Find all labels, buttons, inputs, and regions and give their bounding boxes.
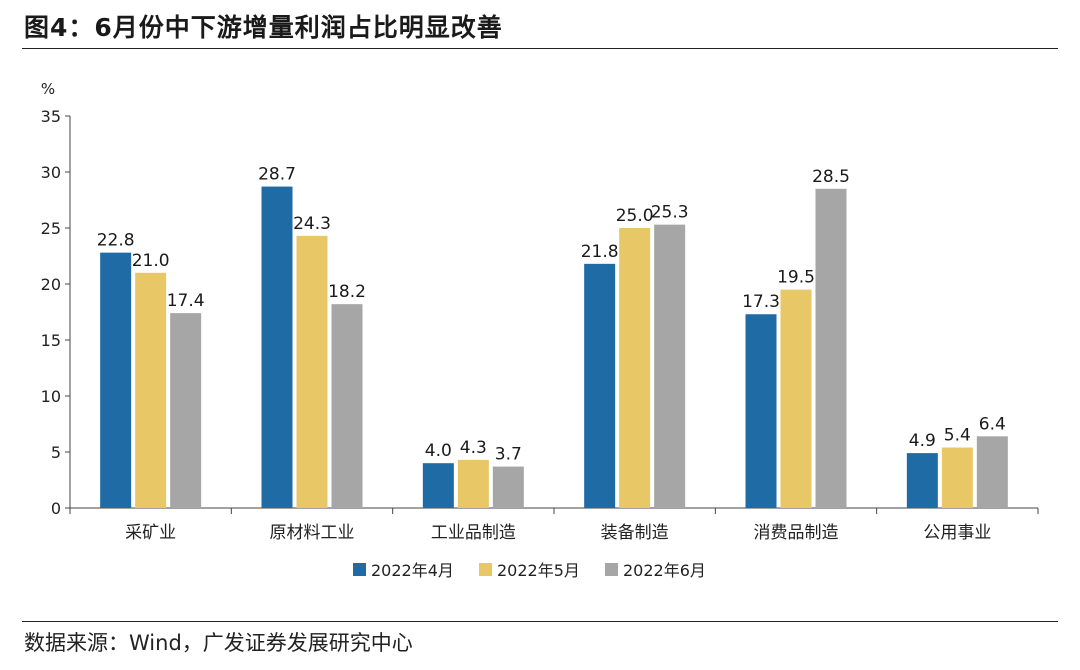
y-tick-label: 10 [41,387,61,406]
source-note: 数据来源：Wind，广发证券发展研究中心 [24,631,413,655]
bar [296,235,328,508]
bar-value-label: 4.0 [425,441,452,461]
y-tick-label: 25 [41,219,61,238]
bar-value-label: 6.4 [979,414,1006,434]
bar [492,466,524,508]
bar-value-label: 21.8 [581,242,619,262]
axes: 0 5 10 15 20 25 30 35 采矿业 原材料工业 工业品制造 装备制造 消费品制造 公用事业 [41,107,1039,543]
bar [457,459,489,508]
bar-value-label: 5.4 [944,426,971,446]
bar [331,304,363,508]
bar [941,447,973,508]
bar-value-label: 17.4 [167,291,205,311]
bar-value-label: 4.9 [909,431,936,451]
y-tick-label: 15 [41,331,61,350]
y-tick-label: 0 [51,499,61,518]
y-tick-label: 5 [51,443,61,462]
legend: 2022年4月 2022年5月 2022年6月 [353,561,706,580]
legend-swatch [605,563,618,576]
bar-value-label: 4.3 [460,438,487,458]
x-category-label: 消费品制造 [754,523,839,543]
x-category-label: 采矿业 [125,523,176,543]
bar [906,453,938,508]
bottom-divider [22,621,1058,622]
bar [745,314,777,508]
y-tick-label: 30 [41,163,61,182]
legend-label: 2022年5月 [497,561,580,580]
bar-value-label: 28.5 [812,167,850,187]
bar-value-label: 18.2 [328,282,366,302]
bar-value-label: 17.3 [742,292,780,312]
bar [654,224,686,508]
bar [976,436,1008,508]
x-category-label: 公用事业 [923,523,991,543]
bar [815,188,847,509]
x-category-label: 装备制造 [601,523,669,543]
bar-value-label: 21.0 [132,251,170,271]
y-axis-unit-label: % [41,80,55,98]
x-category-label: 原材料工业 [270,523,355,543]
bar [619,228,651,508]
y-tick-label: 20 [41,275,61,294]
bar [584,263,616,508]
bar [135,272,167,508]
bar-chart: % 0 5 10 15 20 25 30 35 采矿业 原材料工业 工业品制造 装备制造 消费品制造 公用… [41,80,1039,580]
y-tick-label: 35 [41,107,61,126]
figure-title: 图4：6月份中下游增量利润占比明显改善 [24,13,503,42]
x-category-label: 工业品制造 [431,523,516,543]
legend-label: 2022年6月 [623,561,706,580]
bar-value-label: 22.8 [97,231,135,251]
legend-label: 2022年4月 [371,561,454,580]
bars-group: 22.821.0 17.4 28.7 24.3 18.2 4.0 4.3 3.7 21.8 25.… [97,165,1008,509]
bar-value-label: 25.3 [651,203,689,223]
bar-value-label: 28.7 [258,165,296,185]
bar [422,463,454,508]
bar-value-label: 24.3 [293,214,331,234]
bar [780,289,812,508]
bar [170,313,202,508]
legend-swatch [353,563,366,576]
top-divider [22,48,1058,49]
bar [261,186,293,508]
bar-value-label: 19.5 [777,268,815,288]
bar-value-label: 25.0 [616,206,654,226]
bar [100,252,132,508]
legend-swatch [479,563,492,576]
chart-area: % 0 5 10 15 20 25 30 35 采矿业 原材料工业 工业品制造 装备制造 消费品制造 公用… [0,50,1080,610]
bar-value-label: 3.7 [495,445,522,465]
